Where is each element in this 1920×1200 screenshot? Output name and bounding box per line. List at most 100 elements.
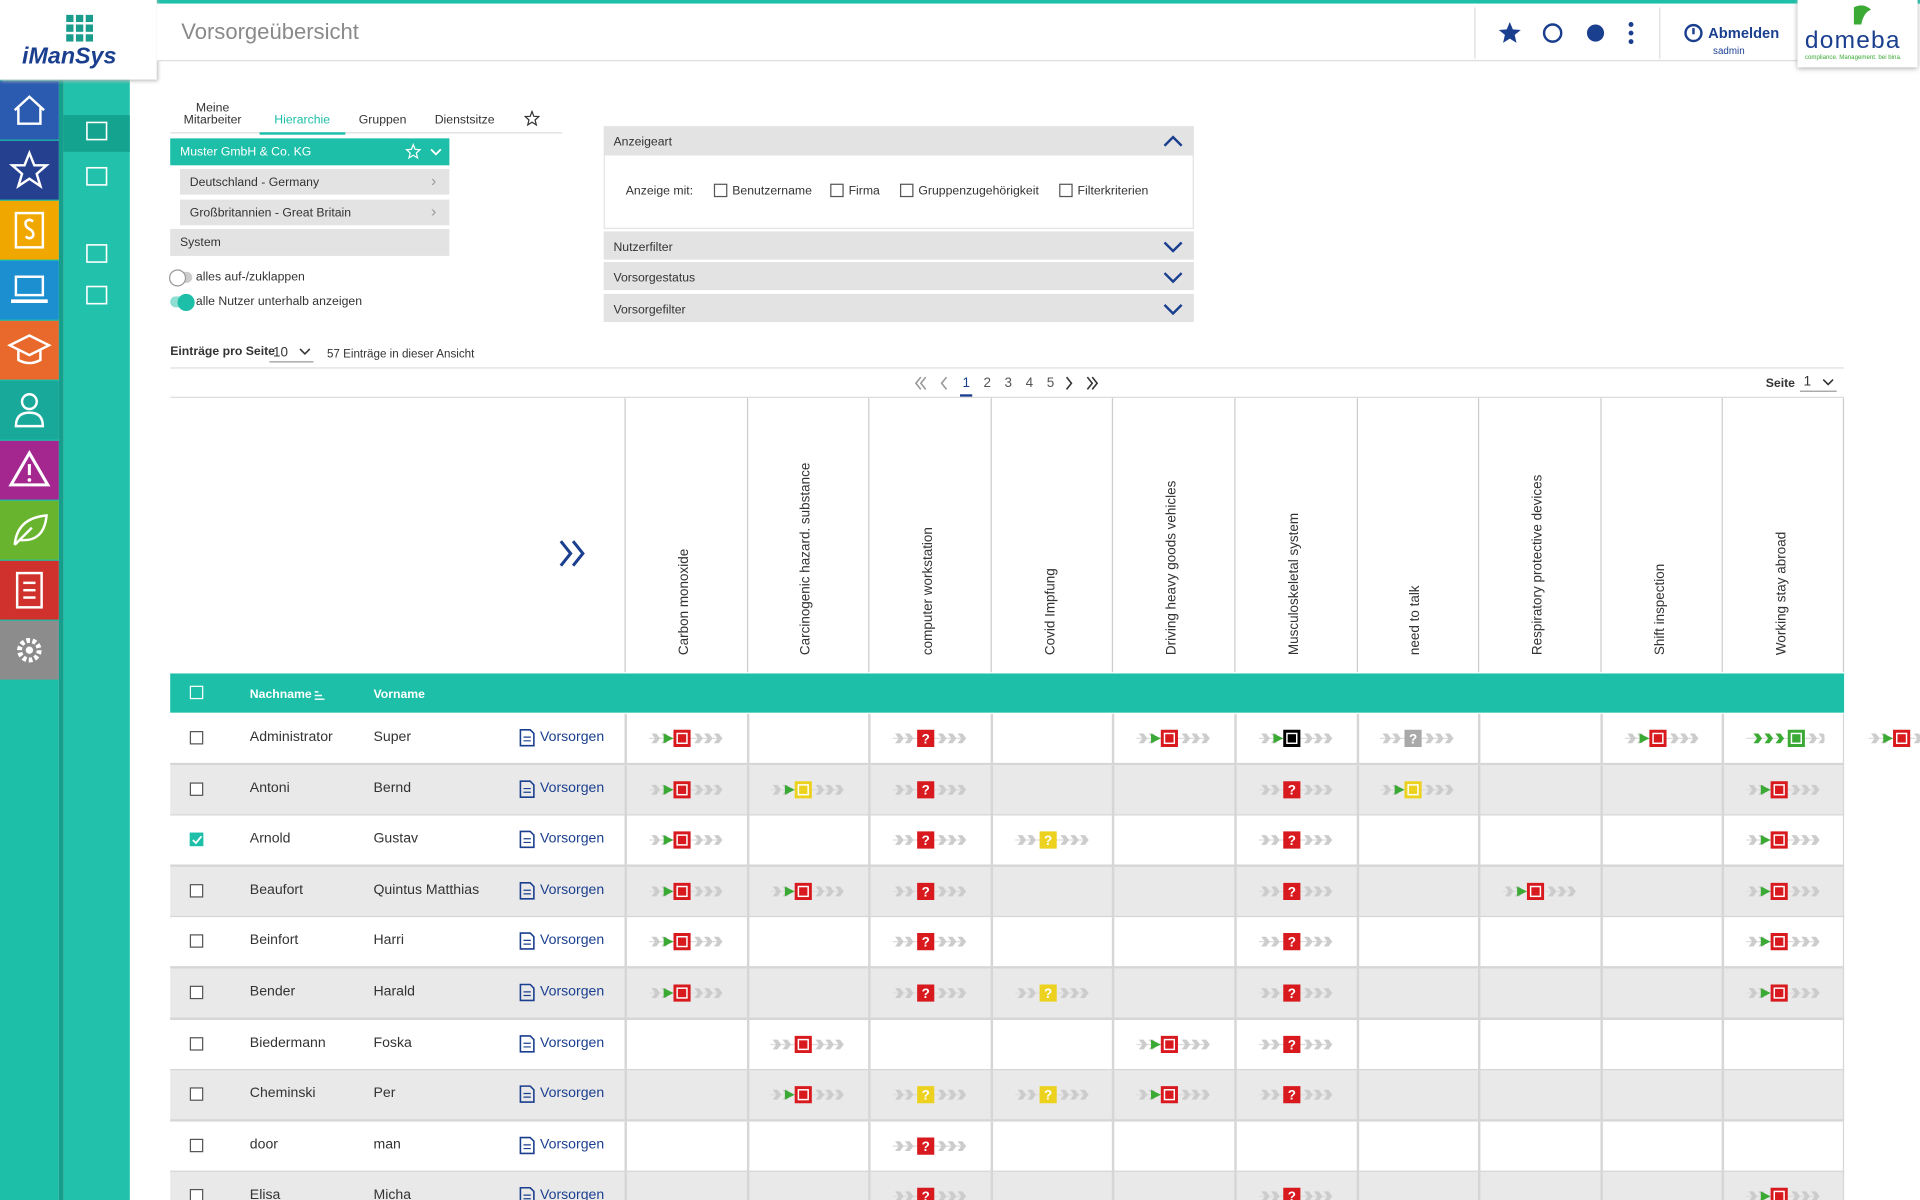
column-header[interactable]: Working stay abroad [1774,531,1790,656]
status-icon[interactable] [768,777,849,801]
checkbox[interactable] [713,183,728,198]
status-icon[interactable]: ? [1256,1032,1337,1056]
checkbox[interactable] [189,731,204,745]
action-icon[interactable] [519,1136,535,1155]
status-icon[interactable] [1744,726,1825,750]
status-icon[interactable]: ? [1012,1083,1093,1107]
status-icon[interactable]: ? [890,930,971,954]
action-link[interactable]: Vorsorgen [540,1035,605,1051]
status-icon[interactable]: ? [1256,879,1337,903]
status-icon[interactable] [1134,1083,1215,1107]
status-icon[interactable] [1866,726,1920,750]
filter-section[interactable]: Vorsorgefilter [603,293,1194,322]
action-link[interactable]: Vorsorgen [540,984,605,1000]
column-header[interactable]: Driving heavy goods vehicles [1164,480,1180,656]
status-icon[interactable]: ? [1378,726,1459,750]
tab[interactable]: Dienstsitze [434,113,495,128]
checkbox[interactable] [189,685,204,700]
status-icon[interactable] [768,1083,849,1107]
status-icon[interactable]: ? [890,1134,971,1158]
tree-item[interactable]: System [170,228,450,256]
filter-section[interactable]: Nutzerfilter [603,231,1194,260]
column-header[interactable]: Carcinogenic hazard. substance [798,462,814,656]
page-link[interactable]: 5 [1046,375,1055,391]
column-header[interactable]: Carbon monoxide [676,548,692,656]
checkbox[interactable] [189,883,204,898]
help-icon[interactable] [1542,23,1563,43]
status-icon[interactable] [1378,777,1459,801]
nav-item[interactable] [0,380,59,440]
sort-header[interactable]: Vorname [373,688,425,702]
status-icon[interactable]: ? [1012,981,1093,1005]
page-prev[interactable] [912,375,961,392]
action-link[interactable]: Vorsorgen [540,1188,605,1200]
status-icon[interactable] [1744,930,1825,954]
status-icon[interactable] [646,930,727,954]
tab[interactable]: Gruppen [358,113,407,128]
nav-item[interactable] [0,200,59,260]
status-icon[interactable] [646,828,727,852]
sub-nav-item[interactable] [86,244,108,263]
checkbox[interactable] [189,1036,204,1051]
checkbox[interactable] [1059,183,1073,198]
status-icon[interactable]: ? [1256,828,1337,852]
status-icon[interactable] [646,726,727,750]
action-icon[interactable] [519,1034,535,1053]
checkbox[interactable] [189,1087,204,1102]
filter-header[interactable]: Anzeigeart [603,126,1194,156]
page-link[interactable]: 3 [1004,375,1013,391]
page-link[interactable]: 4 [1025,375,1034,391]
tab-active[interactable]: Hierarchie [259,114,345,135]
sort-header[interactable]: Nachname [249,688,312,702]
status-icon[interactable]: ? [1256,777,1337,801]
tab[interactable]: Meine Mitarbeiter [183,101,242,128]
action-link[interactable]: Vorsorgen [540,1137,605,1152]
checkbox[interactable] [189,934,204,949]
status-icon[interactable] [1134,726,1215,750]
sub-nav-item[interactable] [86,285,108,305]
nav-item[interactable] [0,560,59,620]
logout[interactable]: Abmelden [1708,24,1780,42]
per-page-select[interactable]: 10 [269,343,314,363]
action-icon[interactable] [519,881,535,900]
status-icon[interactable] [1256,726,1337,750]
status-icon[interactable] [768,1032,849,1056]
status-icon[interactable] [1744,1185,1825,1200]
checkbox[interactable] [189,832,204,847]
nav-item[interactable] [0,440,59,500]
action-link[interactable]: Vorsorgen [540,1086,605,1102]
action-link[interactable]: Vorsorgen [540,933,605,949]
more-icon[interactable] [1628,22,1634,45]
page-next[interactable] [1063,375,1105,392]
status-icon[interactable]: ? [1256,981,1337,1005]
nav-item[interactable] [0,500,59,560]
nav-item[interactable] [0,80,59,140]
action-icon[interactable] [519,932,535,951]
status-icon[interactable]: ? [890,1083,971,1107]
checkbox[interactable] [189,985,204,1000]
status-icon[interactable]: ? [890,726,971,750]
checkbox[interactable] [189,1138,204,1152]
status-icon[interactable] [646,777,727,801]
nav-item[interactable] [0,260,59,320]
status-icon[interactable] [1500,879,1581,903]
checkbox[interactable] [900,183,914,198]
column-header[interactable]: Covid Impfung [1042,568,1058,656]
favorites-icon[interactable] [1498,22,1521,43]
tree-item[interactable]: Großbritannien - Great Britain › [180,198,450,225]
column-header[interactable]: computer workstation [920,527,936,656]
action-link[interactable]: Vorsorgen [540,780,605,796]
action-link[interactable]: Vorsorgen [540,729,605,745]
page-select[interactable]: 1 [1800,373,1837,392]
status-icon[interactable] [1622,726,1703,750]
tree-root[interactable]: Muster GmbH & Co. KG [170,138,450,166]
checkbox[interactable] [189,1189,204,1200]
tree-item[interactable]: Deutschland - Germany › [180,168,450,195]
toggle-knob[interactable] [168,269,187,287]
status-icon[interactable]: ? [890,1185,971,1200]
logout-icon[interactable] [1684,23,1704,43]
status-icon[interactable]: ? [1256,930,1337,954]
status-icon[interactable]: ? [1012,828,1093,852]
status-icon[interactable] [1744,879,1825,903]
status-icon[interactable] [1744,828,1825,852]
